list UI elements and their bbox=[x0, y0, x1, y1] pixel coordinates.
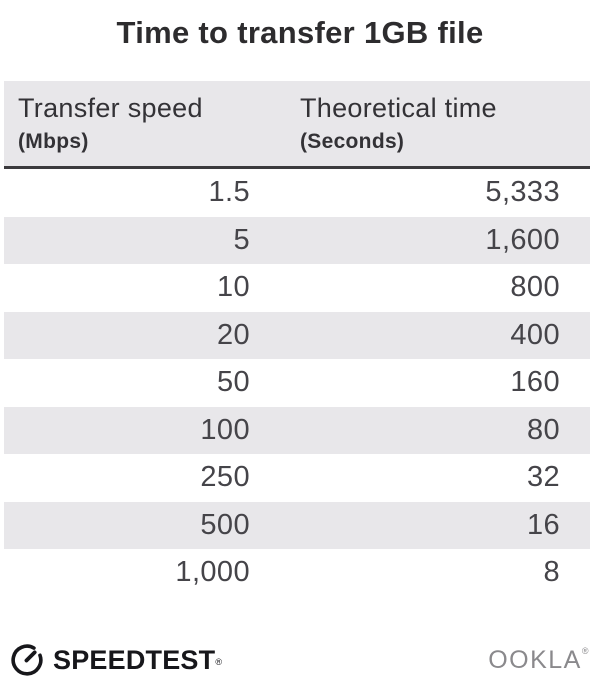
registered-trademark-icon: ® bbox=[581, 645, 590, 656]
speedtest-gauge-icon bbox=[11, 644, 43, 676]
column-label: Transfer speed bbox=[18, 93, 203, 123]
column-header-transfer-speed: Transfer speed (Mbps) bbox=[18, 90, 203, 158]
speed-cell: 5 bbox=[233, 223, 250, 256]
table-row: 500 16 bbox=[4, 501, 590, 549]
speedtest-logo: SPEEDTEST ® bbox=[10, 643, 222, 677]
column-label: Theoretical time bbox=[300, 93, 497, 123]
speed-cell: 100 bbox=[200, 413, 250, 446]
time-cell: 5,333 bbox=[485, 176, 560, 208]
table-header-row: Transfer speed (Mbps) Theoretical time (… bbox=[4, 81, 590, 169]
time-cell: 1,600 bbox=[485, 223, 560, 256]
table-row: 1.5 5,333 bbox=[4, 169, 590, 217]
time-cell: 800 bbox=[510, 271, 560, 303]
column-header-theoretical-time: Theoretical time (Seconds) bbox=[300, 90, 497, 158]
ookla-logo: OOKLA® bbox=[488, 646, 590, 675]
time-cell: 160 bbox=[510, 366, 560, 398]
time-cell: 80 bbox=[526, 413, 560, 446]
footer: SPEEDTEST ® OOKLA® bbox=[10, 640, 590, 680]
speed-cell: 50 bbox=[216, 366, 250, 398]
table-body: 1.5 5,333 5 1,600 10 800 20 400 50 160 1… bbox=[4, 169, 590, 597]
time-cell: 8 bbox=[543, 556, 560, 588]
registered-trademark-icon: ® bbox=[215, 657, 222, 667]
table-row: 250 32 bbox=[4, 454, 590, 502]
ookla-wordmark: OOKLA bbox=[488, 645, 582, 674]
speed-cell: 1.5 bbox=[208, 176, 250, 208]
time-cell: 400 bbox=[510, 318, 560, 351]
time-cell: 32 bbox=[526, 461, 560, 493]
table-row: 1,000 8 bbox=[4, 549, 590, 597]
table-row: 20 400 bbox=[4, 311, 590, 359]
table-row: 5 1,600 bbox=[4, 216, 590, 264]
table-row: 10 800 bbox=[4, 264, 590, 312]
column-unit: (Seconds) bbox=[300, 130, 405, 153]
column-unit: (Mbps) bbox=[18, 130, 89, 153]
time-cell: 16 bbox=[526, 508, 560, 541]
speed-cell: 10 bbox=[216, 271, 250, 303]
speed-cell: 500 bbox=[200, 508, 250, 541]
speed-cell: 20 bbox=[216, 318, 250, 351]
speed-cell: 1,000 bbox=[175, 556, 250, 588]
speed-cell: 250 bbox=[200, 461, 250, 493]
table-row: 100 80 bbox=[4, 406, 590, 454]
transfer-time-table: Transfer speed (Mbps) Theoretical time (… bbox=[4, 81, 590, 597]
page-title: Time to transfer 1GB file bbox=[116, 15, 484, 50]
speedtest-wordmark: SPEEDTEST bbox=[53, 644, 216, 675]
table-row: 50 160 bbox=[4, 359, 590, 407]
